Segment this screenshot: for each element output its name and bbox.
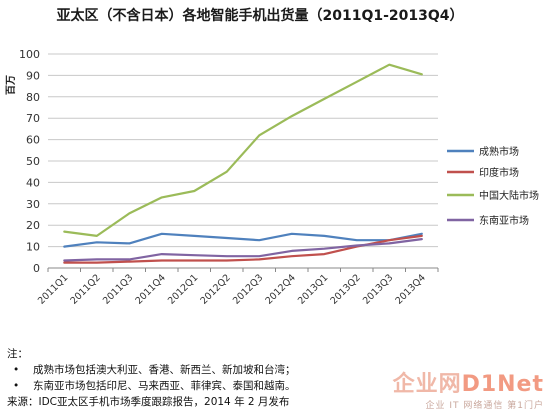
legend-label: 印度市场 (479, 166, 519, 179)
legend-label: 东南亚市场 (479, 214, 529, 227)
y-tick-label: 60 (26, 134, 40, 147)
y-tick-label: 20 (26, 219, 40, 232)
note-text: 东南亚市场包括印尼、马来西亚、菲律宾、泰国和越南。 (33, 380, 296, 392)
x-tick-label: 2012Q1 (166, 272, 200, 306)
x-tick-label: 2011Q1 (36, 272, 70, 306)
legend-label: 中国大陆市场 (479, 189, 539, 202)
y-tick-label: 90 (26, 69, 40, 82)
notes: 注： • 成熟市场包括澳大利亚、香港、新西兰、新加坡和台湾； • 东南亚市场包括印尼… (7, 346, 296, 410)
chart-title: 亚太区（不含日本）各地智能手机出货量（2011Q1-2013Q4） (56, 8, 464, 24)
note-item: • 成熟市场包括澳大利亚、香港、新西兰、新加坡和台湾； (7, 362, 296, 378)
x-tick-label: 2011Q3 (101, 272, 135, 306)
x-tick-label: 2012Q4 (263, 272, 297, 306)
x-tick-label: 2012Q2 (198, 272, 232, 306)
watermark-logo: 企业网D1Net 企业 IT 网络通信 第1门户 (393, 366, 544, 411)
notes-heading: 注： (7, 348, 28, 360)
x-tick-label: 2011Q2 (68, 272, 102, 306)
x-tick-label: 2011Q4 (133, 272, 167, 306)
line-chart: 0 10 20 30 40 50 60 70 80 90 100 2011Q12011Q22011Q3… (5, 48, 539, 307)
bullet-icon: • (13, 364, 20, 376)
series-line (63, 232, 423, 248)
x-tick-label: 2013Q2 (328, 272, 362, 306)
y-tick-label: 100 (19, 48, 40, 61)
series-line (63, 63, 423, 237)
x-tick-label: 2012Q3 (231, 272, 265, 306)
y-tick-label: 70 (26, 112, 40, 125)
x-tick-label: 2013Q1 (296, 272, 330, 306)
series-line (63, 238, 423, 262)
x-tick-label: 2013Q3 (361, 272, 395, 306)
y-tick-label: 0 (33, 262, 40, 275)
y-axis-label: 百万 (5, 75, 17, 95)
y-tick-label: 10 (26, 241, 40, 254)
y-tick-label: 30 (26, 198, 40, 211)
watermark-accent: D1Net (461, 372, 544, 397)
y-tick-label: 80 (26, 91, 40, 104)
bullet-icon: • (13, 380, 20, 392)
x-tick-label: 2013Q4 (393, 272, 427, 306)
gridlines (48, 53, 438, 248)
y-tick-label: 40 (26, 176, 40, 189)
note-text: 成熟市场包括澳大利亚、香港、新西兰、新加坡和台湾； (33, 364, 296, 376)
source-note: 来源：IDC亚太区手机市场季度跟踪报告，2014 年 2 月发布 (7, 396, 290, 408)
watermark-sub: 企业 IT 网络通信 第1门户 (425, 401, 544, 411)
y-tick-label: 50 (26, 155, 40, 168)
legend-label: 成熟市场 (479, 145, 519, 158)
watermark-prefix: 企业网 (392, 372, 462, 397)
watermark-main: 企业网D1Net (393, 366, 544, 398)
axes: 0 10 20 30 40 50 60 70 80 90 100 2011Q12011Q22011Q3… (19, 48, 439, 307)
series-lines (63, 63, 423, 264)
note-item: • 东南亚市场包括印尼、马来西亚、菲律宾、泰国和越南。 (7, 378, 296, 394)
